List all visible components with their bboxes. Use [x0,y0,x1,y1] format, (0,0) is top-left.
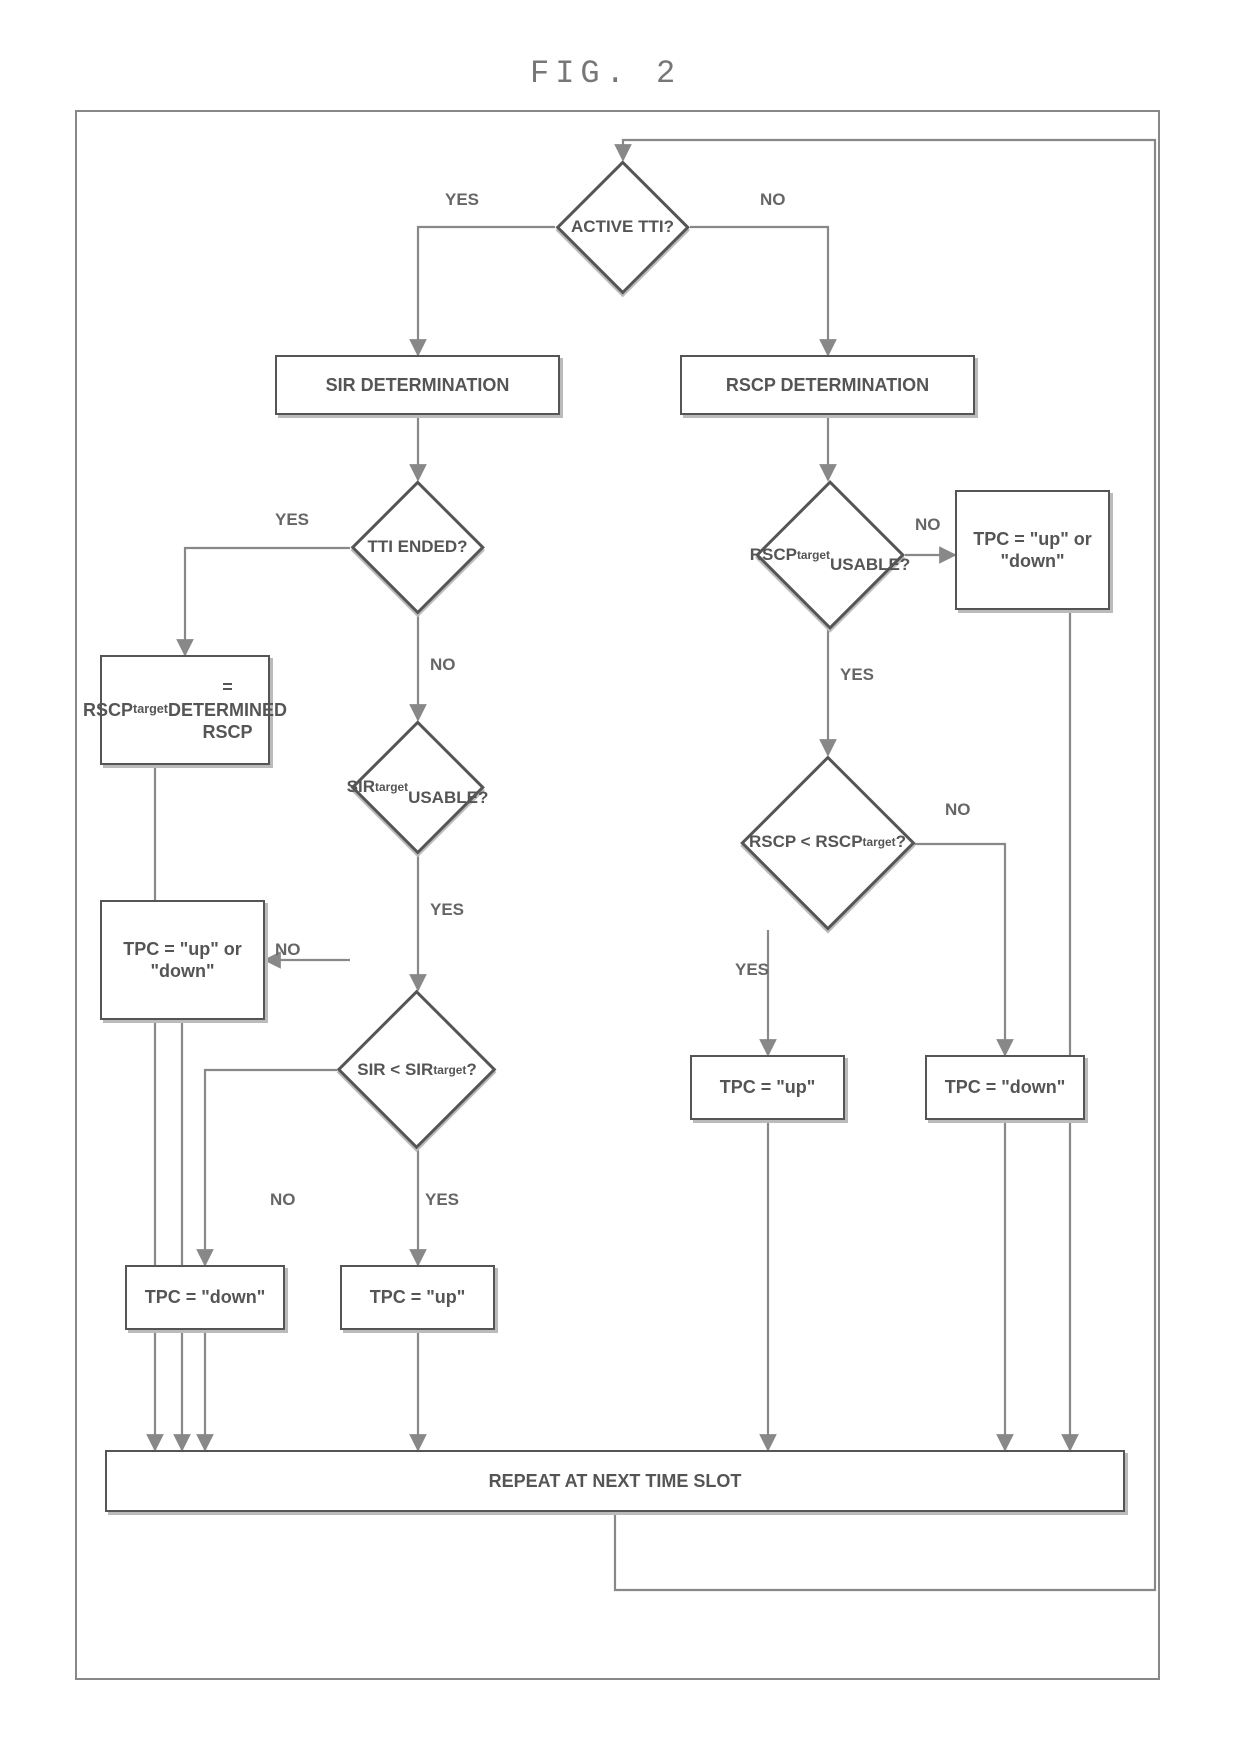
process-p_tpc_updown_r: TPC = "up" or "down" [955,490,1110,610]
edge-label: YES [840,665,874,685]
edge-label: YES [430,900,464,920]
edge [205,1070,337,1265]
edge-label: NO [430,655,456,675]
edge-label: YES [445,190,479,210]
edge [418,227,555,355]
process-p_rscp_det: RSCP DETERMINATION [680,355,975,415]
decision-label-d_tti_ended: TTI ENDED? [350,480,485,615]
process-p_tpc_down_r: TPC = "down" [925,1055,1085,1120]
process-p_tpc_updown_l: TPC = "up" or "down" [100,900,265,1020]
edge-label: NO [945,800,971,820]
edge [690,227,828,355]
edge [913,844,1005,1055]
process-p_tpc_down_l: TPC = "down" [125,1265,285,1330]
edge-label: NO [760,190,786,210]
edge-label: YES [425,1190,459,1210]
edge-label: NO [270,1190,296,1210]
edge-label: YES [275,510,309,530]
decision-label-d_rscp_lt: RSCP < RSCPtarget? [740,755,915,930]
process-p_tpc_up_l: TPC = "up" [340,1265,495,1330]
process-p_tpc_up_r: TPC = "up" [690,1055,845,1120]
decision-label-d_sir_usable: SIRtargetUSABLE? [350,720,485,855]
edge-label: NO [915,515,941,535]
edge-label: NO [275,940,301,960]
decision-label-d_active_tti: ACTIVE TTI? [555,160,690,295]
edge [185,548,350,655]
process-p_sir_det: SIR DETERMINATION [275,355,560,415]
edge-label: YES [735,960,769,980]
decision-label-d_sir_lt: SIR < SIRtarget? [337,990,497,1150]
process-p_rscp_target: RSCPtarget =DETERMINED RSCP [100,655,270,765]
decision-label-d_rscp_usable: RSCPtargetUSABLE? [755,480,905,630]
process-p_repeat: REPEAT AT NEXT TIME SLOT [105,1450,1125,1512]
